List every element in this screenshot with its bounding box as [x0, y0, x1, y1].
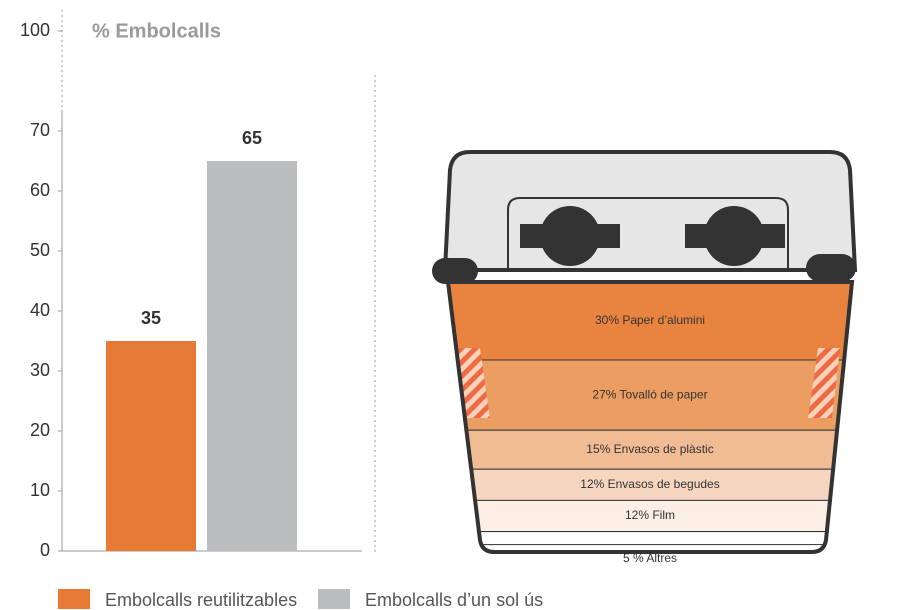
- handle: [806, 254, 856, 282]
- y-tick-label: 40: [30, 300, 50, 320]
- layer-label: 15% Envasos de plàstic: [586, 442, 713, 456]
- value-label: 35: [141, 308, 161, 328]
- stripe-left: [458, 348, 490, 418]
- y-tick-label: 30: [30, 360, 50, 380]
- bar: [207, 161, 297, 551]
- container: [442, 150, 858, 272]
- chart-title: % Embolcalls: [92, 20, 221, 42]
- layer: [448, 499, 852, 533]
- layer: [448, 531, 852, 546]
- value-label: 65: [242, 128, 262, 148]
- y-tick-label: 50: [30, 240, 50, 260]
- layers: [448, 282, 852, 546]
- y-tick-label: 10: [30, 480, 50, 500]
- y-tick-label: 20: [30, 420, 50, 440]
- legend-swatch: [58, 589, 90, 609]
- bar: [106, 341, 196, 551]
- y-tick-label: 70: [30, 120, 50, 140]
- layer: [448, 429, 852, 470]
- y-tick-label: 0: [40, 540, 50, 560]
- layer-label: 30% Paper d’alumini: [595, 313, 705, 327]
- layer-label: 12% Envasos de begudes: [580, 477, 719, 491]
- layer-label: 12% Film: [625, 508, 675, 522]
- layer: [448, 468, 852, 501]
- body-outline: [445, 280, 855, 554]
- legend-label: Embolcalls d’un sol ús: [365, 590, 543, 610]
- layer-label: 5 % Altres: [623, 551, 677, 565]
- y-tick-label: 100: [20, 20, 50, 40]
- layer: [448, 359, 852, 431]
- y-tick-label: 60: [30, 180, 50, 200]
- legend-label: Embolcalls reutilitzables: [105, 590, 297, 610]
- clip: [540, 206, 600, 266]
- legend-swatch: [318, 589, 350, 609]
- clip: [704, 206, 764, 266]
- stripe-right: [808, 348, 840, 418]
- handle: [432, 258, 478, 284]
- layer-label: 27% Tovalló de paper: [592, 387, 707, 401]
- lid: [442, 150, 858, 272]
- lid-inner: [507, 197, 789, 272]
